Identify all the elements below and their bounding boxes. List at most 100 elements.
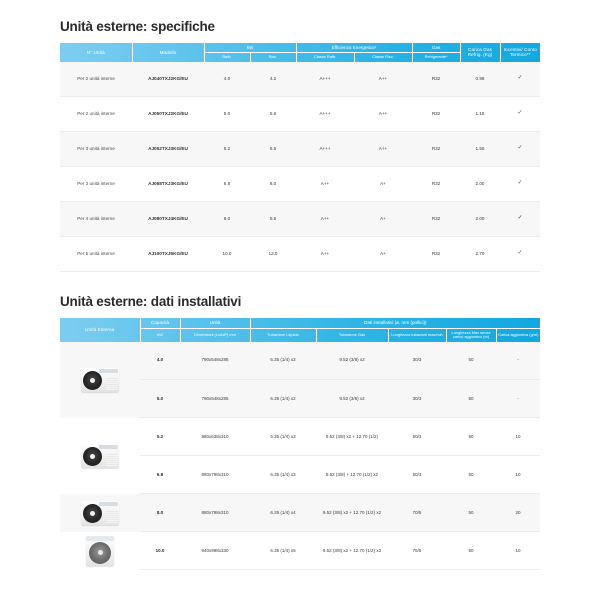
header-tubazione-liquido: Tubazione Liquido bbox=[249, 328, 316, 342]
cell-risc: 5.6 bbox=[250, 96, 297, 133]
table-row: Per 2 unità interne AJ050TXJ2KG/EU 5.0 5… bbox=[60, 96, 541, 133]
specs-header-row-sub: Raffr. Risc. Classe Raffr. Classe Risc. … bbox=[60, 52, 540, 62]
cell-classe-raffr: A+++ bbox=[296, 61, 355, 98]
cell-modello: AJ068TXJ3KG/EU bbox=[132, 166, 204, 203]
header-incentivi: Incentivi/ Conto Termico** bbox=[499, 43, 541, 62]
cell-unit-image bbox=[60, 418, 140, 494]
cell-incentivi: ✓ bbox=[500, 166, 541, 203]
cell-classe-raffr: A++ bbox=[296, 236, 355, 273]
cell-max: 50 bbox=[446, 531, 496, 571]
cell-capacita: 5.0 bbox=[140, 379, 180, 419]
cell-max: 50 bbox=[446, 455, 496, 495]
specs-table-body: Per 2 unità interne AJ040TXJ2KG/EU 4.0 4… bbox=[60, 61, 541, 273]
cell-classe-risc: A++ bbox=[354, 61, 413, 98]
cell-modello: AJ100TXJ5KG/EU bbox=[132, 236, 204, 273]
cell-gas: R32 bbox=[412, 131, 461, 168]
cell-lunghezza: 70/5 bbox=[388, 493, 446, 533]
table-row: 6.8 880x798x310 6.35 (1/4) x3 9.52 (3/8)… bbox=[60, 455, 541, 495]
ac-outdoor-unit-icon bbox=[77, 498, 123, 528]
table-row: 10.0 940x998x330 6.35 (1/4) x5 9.52 (3/8… bbox=[60, 531, 541, 571]
cell-gas: 9.52 (3/8) x2 + 12.70 (1/2) bbox=[316, 417, 388, 457]
cell-gas: R32 bbox=[412, 236, 461, 273]
cell-carica-agg: 10 bbox=[496, 531, 541, 571]
header-lunghezza-tubazioni: Lunghezza tubazioni max/min bbox=[387, 328, 446, 342]
table-row: Per 4 unità interne AJ080TXJ4KG/EU 8.0 9… bbox=[60, 201, 541, 238]
cell-modello: AJ052TXJ3KG/EU bbox=[132, 131, 204, 168]
header-classe-raffr: Classe Raffr. bbox=[295, 52, 355, 62]
cell-unita: Per 2 unità interne bbox=[60, 96, 132, 133]
cell-incentivi: ✓ bbox=[500, 61, 541, 98]
cell-capacita: 8.0 bbox=[140, 493, 180, 533]
header-classe-risc: Classe Risc. bbox=[353, 52, 413, 62]
cell-carica: 1.55 bbox=[460, 131, 501, 168]
cell-capacita: 6.8 bbox=[140, 455, 180, 495]
cell-liquido: 6.35 (1/4) x5 bbox=[250, 531, 316, 571]
header-unita: Unità bbox=[179, 318, 250, 329]
cell-gas: R32 bbox=[412, 201, 461, 238]
cell-raffr: 5.2 bbox=[204, 131, 250, 168]
cell-incentivi: ✓ bbox=[500, 236, 541, 273]
install-table-body: 4.0 790x548x285 6.35 (1/4) x2 9.52 (3/8)… bbox=[60, 341, 541, 571]
header-carica-aggiuntiva: Carica aggiuntiva (g/m) bbox=[495, 328, 541, 342]
cell-liquido: 6.35 (1/4) x3 bbox=[250, 417, 316, 457]
cell-dimensioni: 880x638x310 bbox=[180, 417, 250, 457]
cell-unita: Per 5 unità interne bbox=[60, 236, 132, 273]
cell-gas: 9.52 (3/8) + 12.70 (1/2) x2 bbox=[316, 455, 388, 495]
cell-classe-risc: A++ bbox=[354, 96, 413, 133]
cell-unita: Per 3 unità interne bbox=[60, 131, 132, 168]
cell-lunghezza: 75/5 bbox=[388, 531, 446, 571]
cell-classe-raffr: A+++ bbox=[296, 96, 355, 133]
cell-carica: 2.00 bbox=[460, 166, 501, 203]
cell-gas: 9.52 (3/8) x2 + 12.70 (1/2) x2 bbox=[316, 493, 388, 533]
header-tubazione-gas: Tubazione Gas bbox=[315, 328, 388, 342]
install-table-header: Unità Esterna Capacità Unità Dati instal… bbox=[60, 318, 541, 342]
cell-classe-raffr: A+++ bbox=[296, 131, 355, 168]
table-row: 4.0 790x548x285 6.35 (1/4) x2 9.52 (3/8)… bbox=[60, 341, 541, 418]
install-header-row-sub: kW Dimensioni (LxAxP) mm Tubazione Liqui… bbox=[60, 328, 541, 342]
table-row: Per 3 unità interne AJ052TXJ3KG/EU 5.2 6… bbox=[60, 131, 541, 168]
install-header-row-top: Unità Esterna Capacità Unità Dati instal… bbox=[60, 318, 541, 332]
cell-dimensioni: 880x798x310 bbox=[180, 455, 250, 495]
table-row: 5.0 790x548x285 6.35 (1/4) x2 9.52 (3/8)… bbox=[60, 379, 541, 419]
table-row: 5.2 880x638x310 6.35 (1/4) x3 9.52 (3/8)… bbox=[60, 417, 541, 468]
cell-unit-image bbox=[60, 532, 140, 570]
cell-gas: R32 bbox=[412, 166, 461, 203]
header-kw-risc: Risc. bbox=[249, 52, 297, 62]
cell-classe-risc: A+ bbox=[354, 236, 413, 273]
cell-incentivi: ✓ bbox=[500, 131, 541, 168]
header-lunghezza-max: Lunghezza Max senza carico aggiuntivo (m… bbox=[445, 328, 496, 342]
cell-max: 50 bbox=[446, 341, 496, 381]
cell-liquido: 6.35 (1/4) x3 bbox=[250, 455, 316, 495]
cell-classe-raffr: A++ bbox=[296, 201, 355, 238]
table-row: Per 3 unità interne AJ068TXJ3KG/EU 6.8 8… bbox=[60, 166, 541, 203]
ac-outdoor-unit-icon bbox=[77, 441, 123, 471]
ac-outdoor-unit-icon bbox=[77, 365, 123, 395]
cell-dimensioni: 790x548x285 bbox=[180, 341, 250, 381]
page-title-specs: Unità esterne: specifiche bbox=[60, 19, 215, 34]
cell-carica: 2.00 bbox=[460, 201, 501, 238]
cell-risc: 8.0 bbox=[250, 166, 297, 203]
header-gas-refrigerante: Refrigerante* bbox=[411, 52, 461, 62]
cell-unit-image bbox=[60, 341, 140, 418]
cell-capacita: 4.0 bbox=[140, 341, 180, 381]
cell-carica-agg: - bbox=[496, 379, 541, 419]
table-row: Per 5 unità interne AJ100TXJ5KG/EU 10.0 … bbox=[60, 236, 541, 273]
cell-capacita: 10.0 bbox=[140, 531, 180, 571]
page-title-install: Unità esterne: dati installativi bbox=[60, 294, 242, 310]
cell-gas: R32 bbox=[412, 61, 461, 98]
cell-modello: AJ050TXJ2KG/EU bbox=[132, 96, 204, 133]
header-modello: Modello bbox=[131, 43, 204, 62]
header-kw-group: kW bbox=[203, 43, 297, 54]
cell-incentivi: ✓ bbox=[500, 96, 541, 133]
cell-classe-raffr: A++ bbox=[296, 166, 355, 203]
cell-dimensioni: 880x798x310 bbox=[180, 493, 250, 533]
header-dimensioni: Dimensioni (LxAxP) mm bbox=[179, 328, 250, 342]
cell-lunghezza: 30/3 bbox=[388, 341, 446, 381]
cell-carica-agg: 10 bbox=[496, 455, 541, 495]
cell-classe-risc: A+ bbox=[354, 166, 413, 203]
cell-carica: 2.70 bbox=[460, 236, 501, 273]
header-gas-group: Gas bbox=[411, 43, 461, 54]
cell-unit-image bbox=[60, 493, 140, 532]
header-capacita: Capacità bbox=[139, 318, 180, 329]
